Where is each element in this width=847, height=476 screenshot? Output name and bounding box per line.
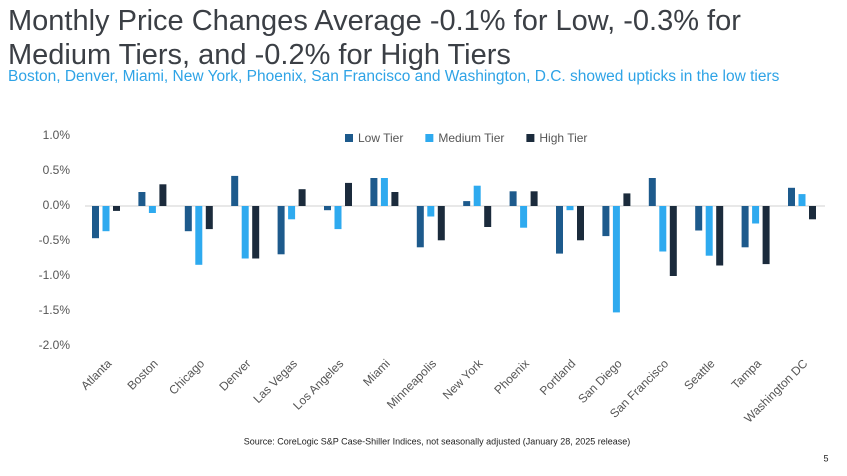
- bar: [277, 206, 285, 255]
- bar: [288, 206, 296, 220]
- bar: [705, 206, 713, 256]
- bar: [648, 178, 656, 206]
- bar: [612, 206, 620, 313]
- bar: [530, 191, 538, 206]
- bar: [345, 182, 352, 206]
- bar: [148, 206, 156, 213]
- y-tick-label: -1.5%: [39, 303, 71, 317]
- bar: [809, 206, 816, 220]
- chart-title: Monthly Price Changes Average -0.1% for …: [8, 5, 741, 71]
- x-tick-label: New York: [440, 356, 486, 402]
- bar: [798, 194, 806, 206]
- bar: [184, 206, 192, 232]
- bar: [741, 206, 749, 248]
- bar: [602, 206, 610, 237]
- bar: [716, 206, 724, 266]
- y-tick-label: 1.0%: [43, 128, 71, 142]
- bar: [138, 192, 146, 206]
- bar: [762, 206, 770, 265]
- bar: [473, 185, 481, 206]
- bar: [205, 206, 213, 230]
- bar: [252, 206, 260, 259]
- bar: [659, 206, 667, 252]
- x-tick-label: Miami: [360, 356, 393, 389]
- x-tick-label: Los Angeles: [290, 356, 346, 412]
- bar: [416, 206, 424, 248]
- page-number: 5: [823, 453, 828, 463]
- bar: [669, 206, 677, 276]
- x-tick-label: Denver: [216, 356, 253, 393]
- legend-label: High Tier: [539, 131, 587, 145]
- x-tick-label: Boston: [124, 356, 160, 392]
- bar: [334, 206, 342, 230]
- x-tick-label: Portland: [537, 356, 579, 398]
- x-tick-label: Tampa: [729, 356, 765, 392]
- bar: [159, 184, 167, 206]
- y-tick-label: -0.5%: [39, 233, 71, 247]
- source-note: Source: CoreLogic S&P Case-Shiller Indic…: [244, 436, 631, 446]
- bar: [577, 206, 584, 241]
- chart-subtitle: Boston, Denver, Miami, New York, Phoenix…: [8, 68, 780, 85]
- y-tick-label: 0.5%: [43, 163, 71, 177]
- bar: [752, 206, 760, 224]
- bar: [695, 206, 703, 231]
- legend-swatch: [526, 134, 535, 142]
- bar: [298, 189, 306, 206]
- x-tick-label: Minneapolis: [384, 356, 439, 411]
- bar: [437, 206, 445, 241]
- bar: [195, 206, 203, 265]
- bar: [241, 206, 249, 259]
- bar: [509, 191, 517, 206]
- y-tick-label: 0.0%: [43, 198, 71, 212]
- bar: [484, 206, 492, 227]
- bar: [566, 206, 574, 211]
- x-tick-label: Seattle: [681, 356, 718, 393]
- legend-swatch: [425, 134, 434, 142]
- bar: [427, 206, 435, 217]
- x-tick-label: Phoenix: [491, 356, 532, 397]
- bar: [324, 206, 331, 211]
- bar: [788, 187, 795, 206]
- bar: [556, 206, 563, 254]
- bar: [391, 192, 399, 206]
- bar: [520, 206, 528, 228]
- bar: [102, 206, 110, 232]
- bar: [370, 178, 378, 206]
- x-tick-label: Atlanta: [78, 356, 115, 393]
- legend-swatch: [345, 134, 353, 142]
- bar: [113, 206, 120, 211]
- bar: [380, 178, 388, 206]
- x-tick-label: Las Vegas: [250, 356, 300, 406]
- bar: [623, 193, 631, 206]
- bar: [463, 201, 471, 206]
- y-tick-label: -2.0%: [39, 338, 71, 352]
- bar: [92, 206, 99, 239]
- y-tick-label: -1.0%: [39, 268, 71, 282]
- legend-label: Medium Tier: [438, 131, 504, 145]
- x-tick-label: San Diego: [575, 356, 625, 406]
- legend-label: Low Tier: [358, 131, 403, 145]
- x-tick-label: Chicago: [166, 356, 207, 397]
- bar: [231, 175, 239, 206]
